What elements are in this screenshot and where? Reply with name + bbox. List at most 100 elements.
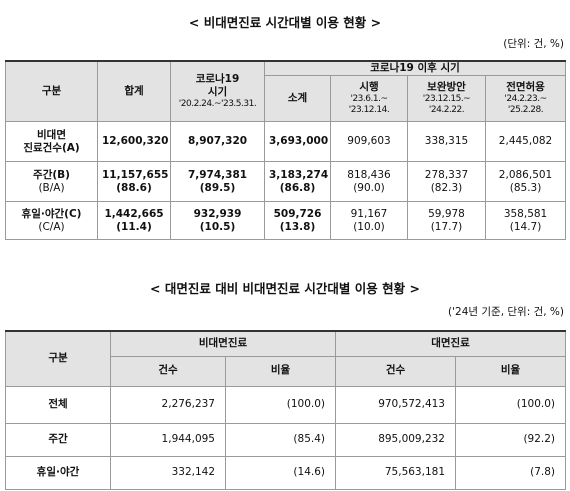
data-cell: 2,445,082 [484,121,567,163]
cell-text: 1,442,665 [104,207,164,220]
header-cell: 비율 [225,355,336,387]
header-cell: 구분 [5,330,111,387]
data-cell: (14.6) [225,455,336,490]
data-cell: 75,563,181 [335,455,456,490]
data-cell: 91,167 (10.0) [330,201,408,241]
unit-note: (단위: 건, %) [503,38,564,50]
data-cell: (85.4) [225,422,336,457]
data-row: 휴일·야간(C) (C/A) 1,442,665 (11.4) 932,939 (10.5… [5,201,567,241]
row-label: 휴일·야간(C) (C/A) [5,201,98,241]
data-row: 비대면 진료건수(A) 12,600,320 8,907,320 3,693,000 90… [5,121,567,163]
data-row: 주간 1,944,095 (85.4) 895,009,232 (92.2) [5,422,567,457]
row-label: 비대면 진료건수(A) [5,121,98,163]
cell-text: 주간(B) [33,168,70,181]
data-cell: 8,907,320 [170,121,265,163]
row-label: 주간(B) (B/A) [5,161,98,203]
header-cell: 비대면진료 [110,330,336,357]
cell-text: (88.6) [116,181,152,194]
cell-text: (85.3) [509,181,542,194]
data-cell: 338,315 [407,121,486,163]
cell-text: 비대면 [37,128,66,141]
cell-text: 2,086,501 [498,168,553,181]
header-cell: 대면진료 [334,330,567,357]
cell-text: (92.2) [523,432,556,445]
cell-text: 8,907,320 [187,135,248,148]
data-row: 주간(B) (B/A) 11,157,655 (88.6) 7,974,381 (89.5… [5,161,567,203]
cell-text: 909,603 [347,135,391,148]
cell-text: (90.0) [353,181,385,194]
cell-text: '25.2.28. [507,105,544,116]
header-cell: 구분 [5,60,98,123]
data-row: 전체 2,276,237 (100.0) 970,572,413 (100.0) [5,385,567,424]
cell-text: '23.12.15.~ [422,93,471,104]
cell-text: 59,978 [428,207,465,220]
data-cell: 895,009,232 [335,422,456,457]
data-cell: (100.0) [454,385,567,424]
cell-text: 338,315 [424,135,469,148]
data-cell: (92.2) [454,422,567,457]
header-cell: 비율 [454,355,567,387]
cell-text: 332,142 [171,465,215,478]
data-cell: 932,939 (10.5) [170,201,265,241]
header-row: 구분 비대면진료 대면진료 [5,330,567,387]
header-row: 구분 합계 코로나19 시기 '20.2.24.~'23.5.31. 코로나19 이후 시… [5,60,567,123]
cell-text: 7,974,381 [187,168,248,181]
cell-text: 합계 [124,85,144,97]
data-row: 휴일·야간 332,142 (14.6) 75,563,181 (7.8) [5,455,567,490]
data-cell: 12,600,320 [97,121,171,163]
header-cell: 시행 '23.6.1.~ '23.12.14. [330,75,408,123]
cell-text: 전체 [48,397,68,410]
header-row: 소계 시행 '23.6.1.~ '23.12.14. 보완방안 '23.12.15.~ '2… [6,75,567,123]
cell-text: 시행 [359,80,379,93]
data-cell: 2,086,501 (85.3) [484,161,567,203]
data-cell: (100.0) [225,385,336,424]
data-cell: 970,572,413 [335,385,456,424]
cell-text: 진료건수(A) [23,141,80,154]
cell-text: 1,944,095 [161,432,215,445]
data-cell: 358,581 (14.7) [484,201,567,241]
header-row: 건수 비율 건수 비율 [6,355,567,387]
header-cell: 합계 [97,60,171,123]
data-cell: 11,157,655 (88.6) [97,161,171,203]
cell-text: (10.0) [353,220,385,233]
header-cell: 코로나19 시기 '20.2.24.~'23.5.31. [170,60,265,123]
cell-text: 932,939 [193,207,242,220]
cell-text: (86.8) [279,181,316,194]
cell-text: 건수 [385,364,406,377]
cell-text: (C/A) [38,220,65,233]
cell-text: 보완방안 [427,80,466,93]
data-cell: 909,603 [330,121,408,163]
cell-text: 코로나19 [195,72,240,85]
data-cell: 3,183,274 (86.8) [264,161,331,203]
title: < 대면진료 대비 비대면진료 시간대별 이용 현황 > [150,281,420,296]
cell-text: (7.8) [530,465,556,478]
cell-text: 11,157,655 [102,168,169,181]
data-cell: 332,142 [110,455,226,490]
cell-text: 91,167 [350,207,388,220]
data-cell: 278,337 (82.3) [407,161,486,203]
header-cell: 소계 [264,75,331,123]
title: < 비대면진료 시간대별 이용 현황 > [188,15,382,30]
cell-text: '24.2.22. [428,105,465,116]
cell-text: (100.0) [286,397,325,410]
cell-text: 75,563,181 [384,465,445,478]
cell-text: '23.6.1.~ [350,93,388,104]
cell-text: (B/A) [38,181,65,194]
table: 구분 비대면진료 대면진료 건수 비율 건수 비율 전체 2,276,237 (100.0) 970… [5,330,567,490]
data-cell: 7,974,381 (89.5) [170,161,265,203]
data-cell: (7.8) [454,455,567,490]
cell-text: (17.7) [430,220,463,233]
cell-text: 3,183,274 [269,168,329,181]
header-cell: 건수 [335,355,456,387]
cell-text: (100.0) [516,397,556,410]
cell-text: 비대면진료 [198,337,248,350]
cell-text: 818,436 [347,168,391,181]
cell-text: 시기 [207,85,228,98]
cell-text: 휴일·야간(C) [21,207,82,220]
table: 구분 합계 코로나19 시기 '20.2.24.~'23.5.31. 코로나19 이후 시… [5,60,567,241]
cell-text: 구분 [41,85,62,97]
data-cell: 59,978 (17.7) [407,201,486,241]
data-cell: 3,693,000 [264,121,331,163]
row-label: 주간 [5,422,111,457]
